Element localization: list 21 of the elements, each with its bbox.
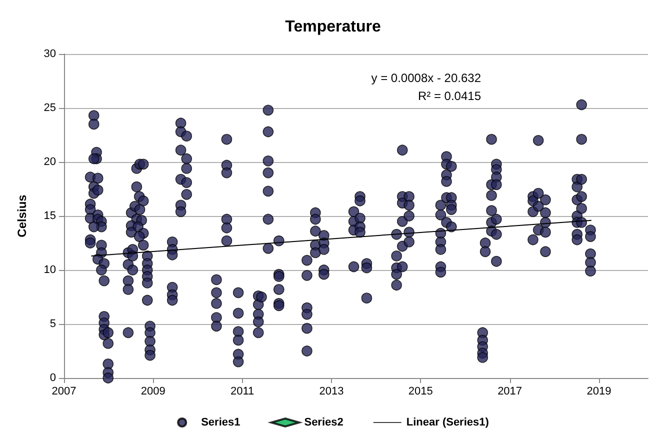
- annotation: R² = 0.0415: [418, 89, 482, 103]
- x-tick-label: 2015: [408, 386, 433, 398]
- x-tick-label: 2017: [498, 386, 522, 398]
- y-tick-label: 25: [44, 102, 56, 114]
- x-tick-label: 2009: [140, 386, 166, 398]
- y-tick-label: 10: [44, 264, 56, 276]
- x-tick-label: 2019: [586, 386, 612, 398]
- x-tick-label: 2011: [230, 386, 254, 398]
- y-tick-label: 30: [44, 48, 56, 60]
- legend-label: Series2: [304, 416, 344, 428]
- legend-label: Series1: [201, 416, 240, 428]
- x-tick-label: 2013: [319, 386, 344, 398]
- y-tick-label: 15: [44, 210, 56, 222]
- legend-label: Linear (Series1): [406, 416, 490, 428]
- y-tick-label: 5: [50, 318, 56, 330]
- y-tick-label: 0: [50, 372, 56, 384]
- y-axis-title: Celsius: [15, 194, 29, 238]
- x-tick-label: 2007: [52, 386, 76, 398]
- y-tick-label: 20: [44, 156, 56, 168]
- annotation: y = 0.0008x - 20.632: [371, 71, 482, 85]
- chart-title: Temperature: [285, 18, 381, 36]
